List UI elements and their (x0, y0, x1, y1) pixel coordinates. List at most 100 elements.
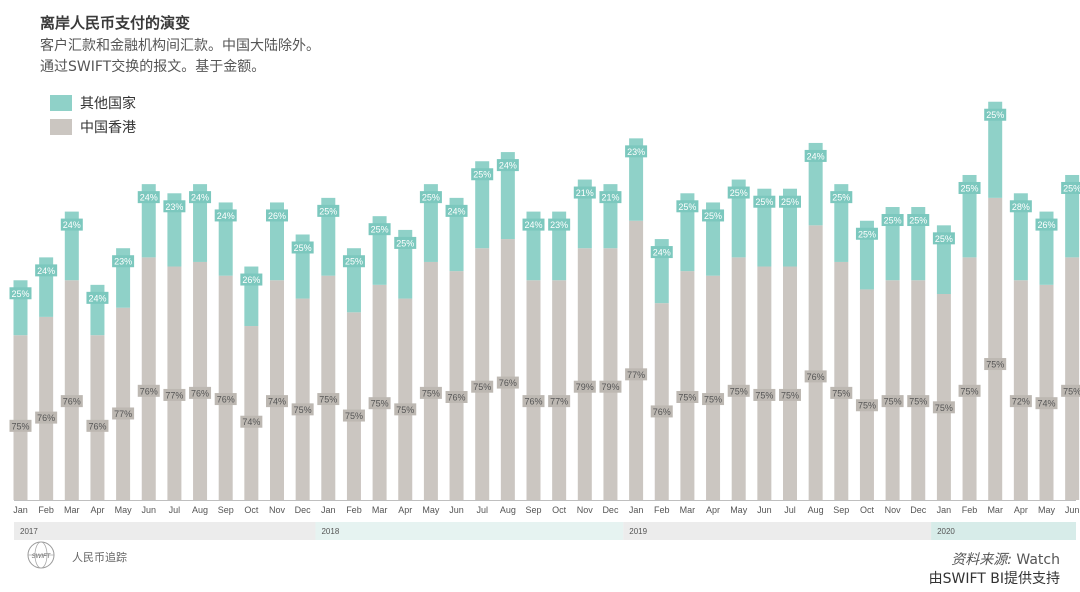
data-label-hk: 75% (961, 386, 979, 396)
x-tick-label: Oct (860, 505, 875, 515)
x-tick-label: Sep (525, 505, 541, 515)
data-label-other: 25% (704, 211, 722, 221)
bar-other (629, 138, 644, 221)
data-label-hk-bg (855, 399, 878, 412)
bar-other (1065, 174, 1080, 258)
bar-other (962, 174, 977, 258)
data-label-other: 26% (1037, 220, 1055, 230)
data-label-hk-bg (958, 384, 981, 397)
x-tick-label: Sep (833, 505, 849, 515)
x-tick-label: Apr (90, 505, 104, 515)
data-label-hk-bg (984, 358, 1007, 371)
data-label-hk-bg (86, 419, 109, 432)
data-label-other: 25% (345, 257, 363, 267)
x-tick-label: Nov (885, 505, 902, 515)
data-label-other-bg (984, 108, 1007, 121)
bar-other (834, 184, 849, 262)
year-band (14, 522, 316, 540)
chart-subtitle-2: 通过SWIFT交换的报文。基于金额。 (40, 59, 266, 75)
chart-subtitle-1: 客户汇款和金融机构间汇款。中国大陆除外。 (40, 38, 320, 54)
bar-other (270, 202, 284, 281)
x-tick-label: Mar (680, 505, 696, 515)
data-label-other-bg (112, 255, 135, 268)
bar-other (423, 184, 438, 262)
data-label-hk: 77% (114, 409, 132, 419)
data-label-other-bg (342, 255, 365, 268)
x-tick-label: Oct (552, 505, 567, 515)
bar-hk (372, 284, 387, 500)
bar-hk (552, 280, 567, 500)
data-label-hk: 76% (524, 397, 542, 407)
x-tick-label: Mar (64, 505, 80, 515)
x-tick-label: Dec (910, 505, 927, 515)
bar-hk (629, 220, 644, 500)
data-label-hk: 75% (755, 390, 773, 400)
data-label-hk: 74% (242, 417, 260, 427)
data-label-other: 25% (396, 238, 414, 248)
data-label-hk: 76% (653, 407, 671, 417)
year-label: 2019 (629, 527, 647, 536)
data-label-other: 28% (1012, 202, 1030, 212)
data-label-other: 26% (242, 275, 260, 285)
data-label-other-bg (907, 214, 930, 227)
data-label-hk-bg (496, 376, 519, 389)
data-label-other-bg (830, 191, 853, 204)
data-label-other: 25% (422, 193, 440, 203)
data-label-hk: 74% (268, 397, 286, 407)
x-tick-label: Apr (706, 505, 720, 515)
data-label-hk-bg (163, 388, 186, 401)
data-label-hk-bg (932, 401, 955, 414)
data-label-other: 25% (678, 202, 696, 212)
data-label-other-bg (1009, 200, 1032, 213)
data-label-hk-bg (419, 386, 442, 399)
data-label-other: 24% (524, 220, 542, 230)
data-label-hk: 76% (807, 372, 825, 382)
x-tick-label: Nov (269, 505, 286, 515)
source-note: 资料来源: Watch (951, 552, 1060, 568)
data-label-other-bg (958, 181, 981, 194)
year-band (931, 522, 1076, 540)
data-label-hk-bg (650, 405, 673, 418)
data-label-other: 23% (114, 257, 132, 267)
x-tick-label: Jun (757, 505, 772, 515)
year-label: 2017 (20, 527, 38, 536)
bar-other (193, 184, 208, 262)
data-label-other: 25% (832, 193, 850, 203)
bar-hk (295, 298, 310, 500)
x-tick-label: May (1038, 505, 1056, 515)
data-label-hk: 77% (627, 370, 645, 380)
data-label-hk: 75% (422, 388, 440, 398)
data-label-other: 25% (884, 216, 902, 226)
data-label-hk-bg (240, 415, 263, 428)
data-label-hk-bg (137, 384, 160, 397)
data-label-hk-bg (112, 407, 135, 420)
bar-hk (167, 266, 182, 500)
data-label-other-bg (1061, 181, 1080, 194)
bar-hk (39, 316, 54, 500)
year-band (623, 522, 932, 540)
x-tick-label: Oct (244, 505, 259, 515)
x-tick-label: Jan (937, 505, 952, 515)
x-tick-label: Mar (987, 505, 1003, 515)
bar-other (321, 197, 336, 276)
data-label-other: 24% (653, 248, 671, 258)
bar-hk (885, 280, 900, 500)
data-label-hk: 75% (1063, 386, 1080, 396)
data-label-hk: 76% (499, 378, 517, 388)
legend-swatch-other (50, 95, 72, 111)
data-label-hk-bg (1035, 397, 1058, 410)
data-label-other-bg (548, 218, 571, 231)
data-label-hk-bg (907, 395, 930, 408)
data-label-other-bg (137, 191, 160, 204)
data-label-other: 24% (499, 161, 517, 171)
bar-hk (500, 239, 515, 501)
data-label-hk-bg (702, 393, 725, 406)
data-label-hk: 75% (986, 360, 1004, 370)
data-label-hk: 75% (678, 393, 696, 403)
bar-hk (193, 261, 208, 500)
data-label-other-bg (727, 186, 750, 199)
x-tick-label: May (115, 505, 133, 515)
legend-label-other: 其他国家 (80, 96, 136, 112)
bar-hk (1065, 257, 1080, 500)
